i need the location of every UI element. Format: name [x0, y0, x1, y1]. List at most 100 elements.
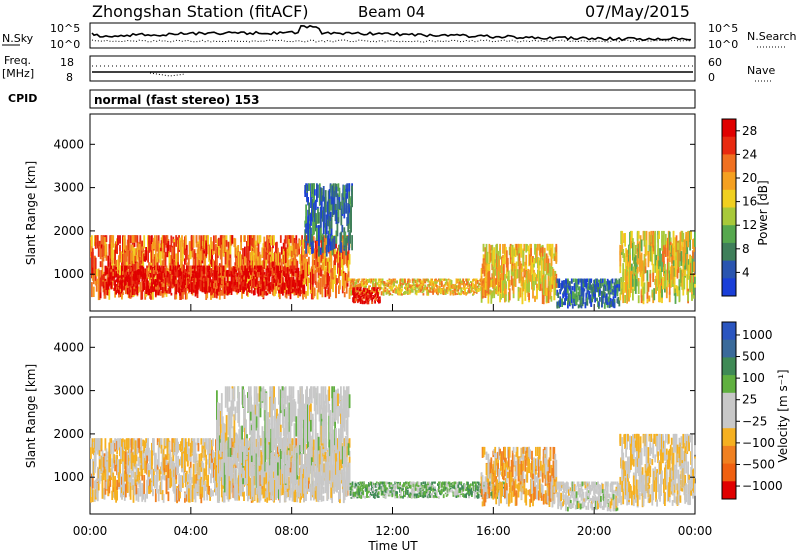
data-cell	[443, 290, 446, 295]
data-cell	[493, 259, 496, 267]
data-cell	[134, 277, 137, 284]
data-cell	[110, 468, 113, 480]
data-cell	[518, 291, 521, 299]
data-cell	[551, 282, 554, 289]
data-cell	[295, 288, 298, 296]
data-cell	[361, 278, 364, 283]
data-cell	[436, 284, 438, 288]
data-cell	[318, 225, 321, 233]
nave-label: Nave	[747, 64, 775, 77]
data-cell	[101, 267, 104, 276]
data-cell	[203, 267, 206, 274]
data-cell	[176, 266, 179, 275]
data-cell	[284, 247, 287, 264]
data-cell	[205, 276, 208, 286]
data-cell	[115, 246, 117, 254]
data-cell	[490, 279, 493, 287]
data-cell	[284, 235, 287, 244]
data-cell	[264, 253, 267, 262]
data-cell	[319, 247, 322, 255]
data-cell	[582, 284, 585, 290]
data-cell	[210, 455, 212, 463]
data-cell	[109, 272, 112, 281]
data-cell	[104, 438, 107, 451]
data-cell	[106, 267, 109, 275]
data-cell	[179, 444, 181, 451]
data-cell	[531, 274, 533, 290]
data-cell	[142, 439, 145, 447]
data-cell	[374, 279, 377, 283]
data-cell	[416, 286, 419, 289]
data-cell	[273, 235, 275, 246]
data-cell	[525, 243, 528, 253]
data-cell	[326, 272, 329, 288]
data-cell	[158, 265, 161, 272]
data-cell	[249, 290, 251, 293]
data-cell	[548, 263, 551, 274]
data-cell	[351, 278, 354, 281]
data-cell	[147, 271, 149, 276]
data-cell	[289, 289, 292, 292]
data-cell	[108, 486, 111, 494]
data-cell	[395, 280, 398, 284]
data-cell	[155, 481, 158, 494]
data-cell	[256, 269, 259, 273]
data-cell	[573, 299, 576, 307]
data-cell	[176, 237, 178, 244]
data-cell	[155, 289, 158, 294]
data-cell	[563, 302, 565, 305]
data-cell	[156, 438, 159, 446]
data-cell	[310, 227, 312, 245]
data-cell	[184, 235, 187, 250]
data-cell	[203, 468, 206, 486]
data-cell	[238, 269, 241, 276]
data-cell	[290, 250, 293, 265]
data-cell	[307, 216, 309, 230]
data-cell	[498, 282, 500, 292]
data-cell	[593, 279, 595, 284]
data-cell	[99, 243, 102, 260]
data-cell	[635, 262, 638, 269]
data-cell	[305, 183, 307, 191]
data-cell	[121, 439, 123, 447]
data-cell	[398, 288, 400, 291]
data-cell	[603, 291, 606, 297]
data-cell	[354, 281, 357, 286]
data-cell	[126, 438, 129, 451]
data-cell	[197, 274, 200, 282]
data-cell	[640, 268, 643, 287]
data-cell	[527, 245, 530, 251]
data-cell	[102, 236, 105, 256]
data-cell	[238, 282, 241, 289]
data-cell	[456, 293, 459, 295]
data-cell	[148, 235, 150, 244]
data-cell	[370, 289, 373, 293]
data-cell	[529, 243, 531, 254]
data-cell	[162, 266, 165, 272]
data-cell	[148, 470, 150, 477]
data-cell	[248, 281, 250, 284]
data-cell	[210, 473, 212, 484]
data-cell	[169, 265, 172, 271]
data-cell	[525, 254, 528, 269]
data-cell	[208, 286, 211, 293]
data-cell	[321, 275, 324, 287]
data-cell	[251, 250, 254, 261]
data-cell	[135, 235, 138, 243]
data-cell	[567, 287, 569, 294]
data-cell	[232, 272, 235, 280]
data-cell	[689, 256, 691, 276]
data-cell	[372, 287, 374, 290]
data-cell	[348, 198, 351, 213]
data-cell	[120, 441, 122, 460]
data-cell	[151, 281, 153, 289]
data-cell	[139, 449, 142, 467]
data-cell	[241, 287, 243, 299]
data-cell	[440, 283, 443, 286]
data-cell	[189, 274, 192, 282]
data-cell	[344, 231, 347, 246]
data-cell	[346, 217, 349, 226]
data-cell	[132, 485, 135, 503]
data-cell	[116, 448, 118, 454]
data-cell	[149, 282, 151, 289]
